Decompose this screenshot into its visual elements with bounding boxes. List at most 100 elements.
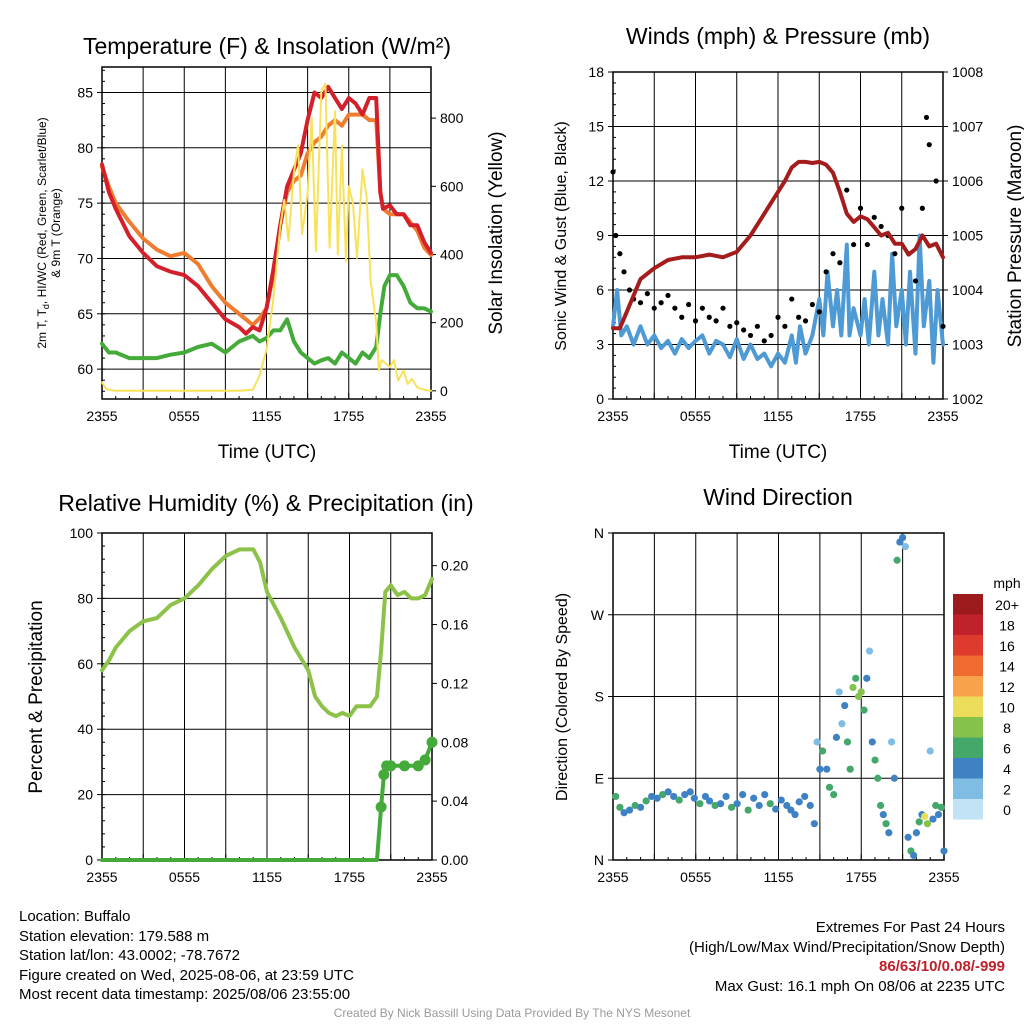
wind-direction-panel-title: Wind Direction: [703, 484, 853, 510]
gust-point: [754, 323, 760, 329]
wind-direction-point: [648, 792, 656, 801]
x-tick-label: 0555: [680, 869, 711, 885]
station-latlon: Station lat/lon: 43.0002; -78.7672: [19, 947, 241, 964]
humidity-panel: Relative Humidity (%) & Precipitation (i…: [26, 490, 474, 885]
gust-point: [734, 320, 740, 326]
gust-point: [651, 305, 657, 311]
gust-point: [692, 318, 699, 324]
gust-point: [809, 301, 815, 308]
y-tick-label: N: [594, 852, 604, 868]
gust-point: [637, 300, 644, 306]
gust-point: [617, 251, 623, 257]
precip-point: [375, 801, 387, 813]
extremes-fields: (High/Low/Max Wind/Precipitation/Snow De…: [689, 938, 1005, 956]
x-tick-label: 2355: [415, 408, 446, 424]
y2-tick-label: 0.20: [441, 558, 468, 574]
y-tick-label: 15: [588, 119, 604, 135]
y-tick-label: 40: [77, 721, 93, 737]
y2-tick-label: 400: [440, 246, 464, 262]
wind-direction-point: [876, 801, 885, 810]
wind-direction-point: [832, 733, 841, 741]
wind-direction-point: [766, 800, 774, 808]
wind-direction-point: [772, 805, 780, 813]
wind-direction-point: [681, 791, 689, 799]
temperature-plot-area: 2355 0555 1155 1755 2355 60 65 70 75 80 85 0 200 400 6…: [77, 67, 464, 424]
x-tick-label: 2355: [86, 869, 117, 885]
wind-direction-point: [690, 794, 698, 802]
gust-point: [768, 332, 774, 339]
wind-direction-point: [733, 800, 741, 808]
wind-direction-point: [882, 820, 890, 828]
pressure-series-line: [611, 159, 945, 331]
y-tick-label: 3: [596, 337, 604, 353]
wind-direction-point: [868, 738, 876, 746]
wind-y-axis-label: Sonic Wind & Gust (Blue, Black): [553, 121, 570, 350]
y-tick-label: 9: [596, 228, 604, 244]
gust-point: [871, 214, 877, 220]
wind-direction-point: [636, 803, 645, 811]
temperature-panel-title: Temperature (F) & Insolation (W/m²): [83, 33, 451, 59]
x-tick-label: 2355: [928, 869, 959, 885]
gust-point: [747, 332, 754, 339]
temperature-x-axis-label: Time (UTC): [218, 442, 317, 463]
extremes-title: Extremes For Past 24 Hours: [815, 919, 1005, 936]
y-tick-label: 75: [77, 195, 93, 211]
legend-label: 0: [1003, 802, 1011, 818]
wind-direction-point: [846, 765, 854, 773]
x-tick-label: 2355: [597, 869, 628, 885]
gust-point: [782, 323, 788, 329]
wind-direction-point: [701, 792, 710, 801]
humidity-y-axis-label: Percent & Precipitation: [26, 600, 47, 793]
wind-direction-point: [835, 688, 843, 696]
y2-tick-label: 800: [440, 110, 464, 126]
y-tick-label: 60: [77, 361, 93, 377]
wind-direction-point: [813, 738, 821, 746]
gust-point: [720, 305, 726, 311]
wind-direction-point: [823, 765, 831, 773]
temperature-y-axis-label-line1: 2m T, Td, HI/WC (Red, Green, Scarlet/Blu…: [35, 117, 51, 348]
y-tick-label: 100: [70, 525, 94, 541]
y2-tick-label: 0.00: [441, 852, 468, 868]
wind-direction-point: [722, 792, 730, 801]
y2-tick-label: 0.08: [441, 734, 468, 750]
x-tick-label: 0555: [169, 869, 200, 885]
gust-point: [926, 142, 932, 148]
legend-label: 16: [999, 638, 1015, 654]
wind-direction-point: [816, 765, 824, 773]
wind-direction-point: [879, 810, 887, 819]
x-tick-label: 1155: [252, 869, 282, 885]
legend-swatch: [953, 717, 983, 738]
legend-swatch: [953, 778, 983, 799]
gust-point: [621, 269, 627, 275]
gust-point: [878, 223, 884, 230]
legend-label: 10: [999, 700, 1015, 716]
wind-direction-point: [806, 801, 814, 810]
wind-direction-point: [921, 812, 929, 821]
wind-direction-point: [940, 847, 948, 855]
wind-direction-point: [664, 788, 672, 796]
wind-direction-point: [631, 801, 639, 810]
wind-direction-point: [777, 796, 785, 804]
wind-direction-point: [755, 801, 763, 810]
temperature-y-axis-label-line2: & 9m T (Orange): [49, 188, 63, 278]
winds-plot-area: 2355 0555 1155 1755 235503691215181002100310…: [588, 64, 983, 424]
wind-direction-point: [923, 820, 932, 828]
gust-point: [919, 205, 925, 211]
wind-direction-point: [795, 798, 803, 806]
y-tick-label: S: [595, 689, 604, 705]
legend-swatch: [953, 758, 983, 779]
y-tick-label: 60: [77, 656, 93, 672]
wind-direction-point: [642, 797, 650, 805]
t2m-series-line: [100, 84, 433, 336]
gust-point: [761, 338, 767, 344]
x-tick-label: 1155: [763, 408, 793, 424]
wind-direction-point: [716, 800, 725, 808]
wind-direction-point: [857, 688, 865, 696]
temperature-panel: Temperature (F) & Insolation (W/m²) 2355…: [35, 33, 507, 463]
wind-direction-point: [860, 706, 868, 714]
precip-point: [419, 754, 431, 766]
speed-legend: 20+ 18 16 14 12 10 8 6 4 2 0: [953, 594, 1019, 820]
gust-point: [626, 287, 633, 293]
